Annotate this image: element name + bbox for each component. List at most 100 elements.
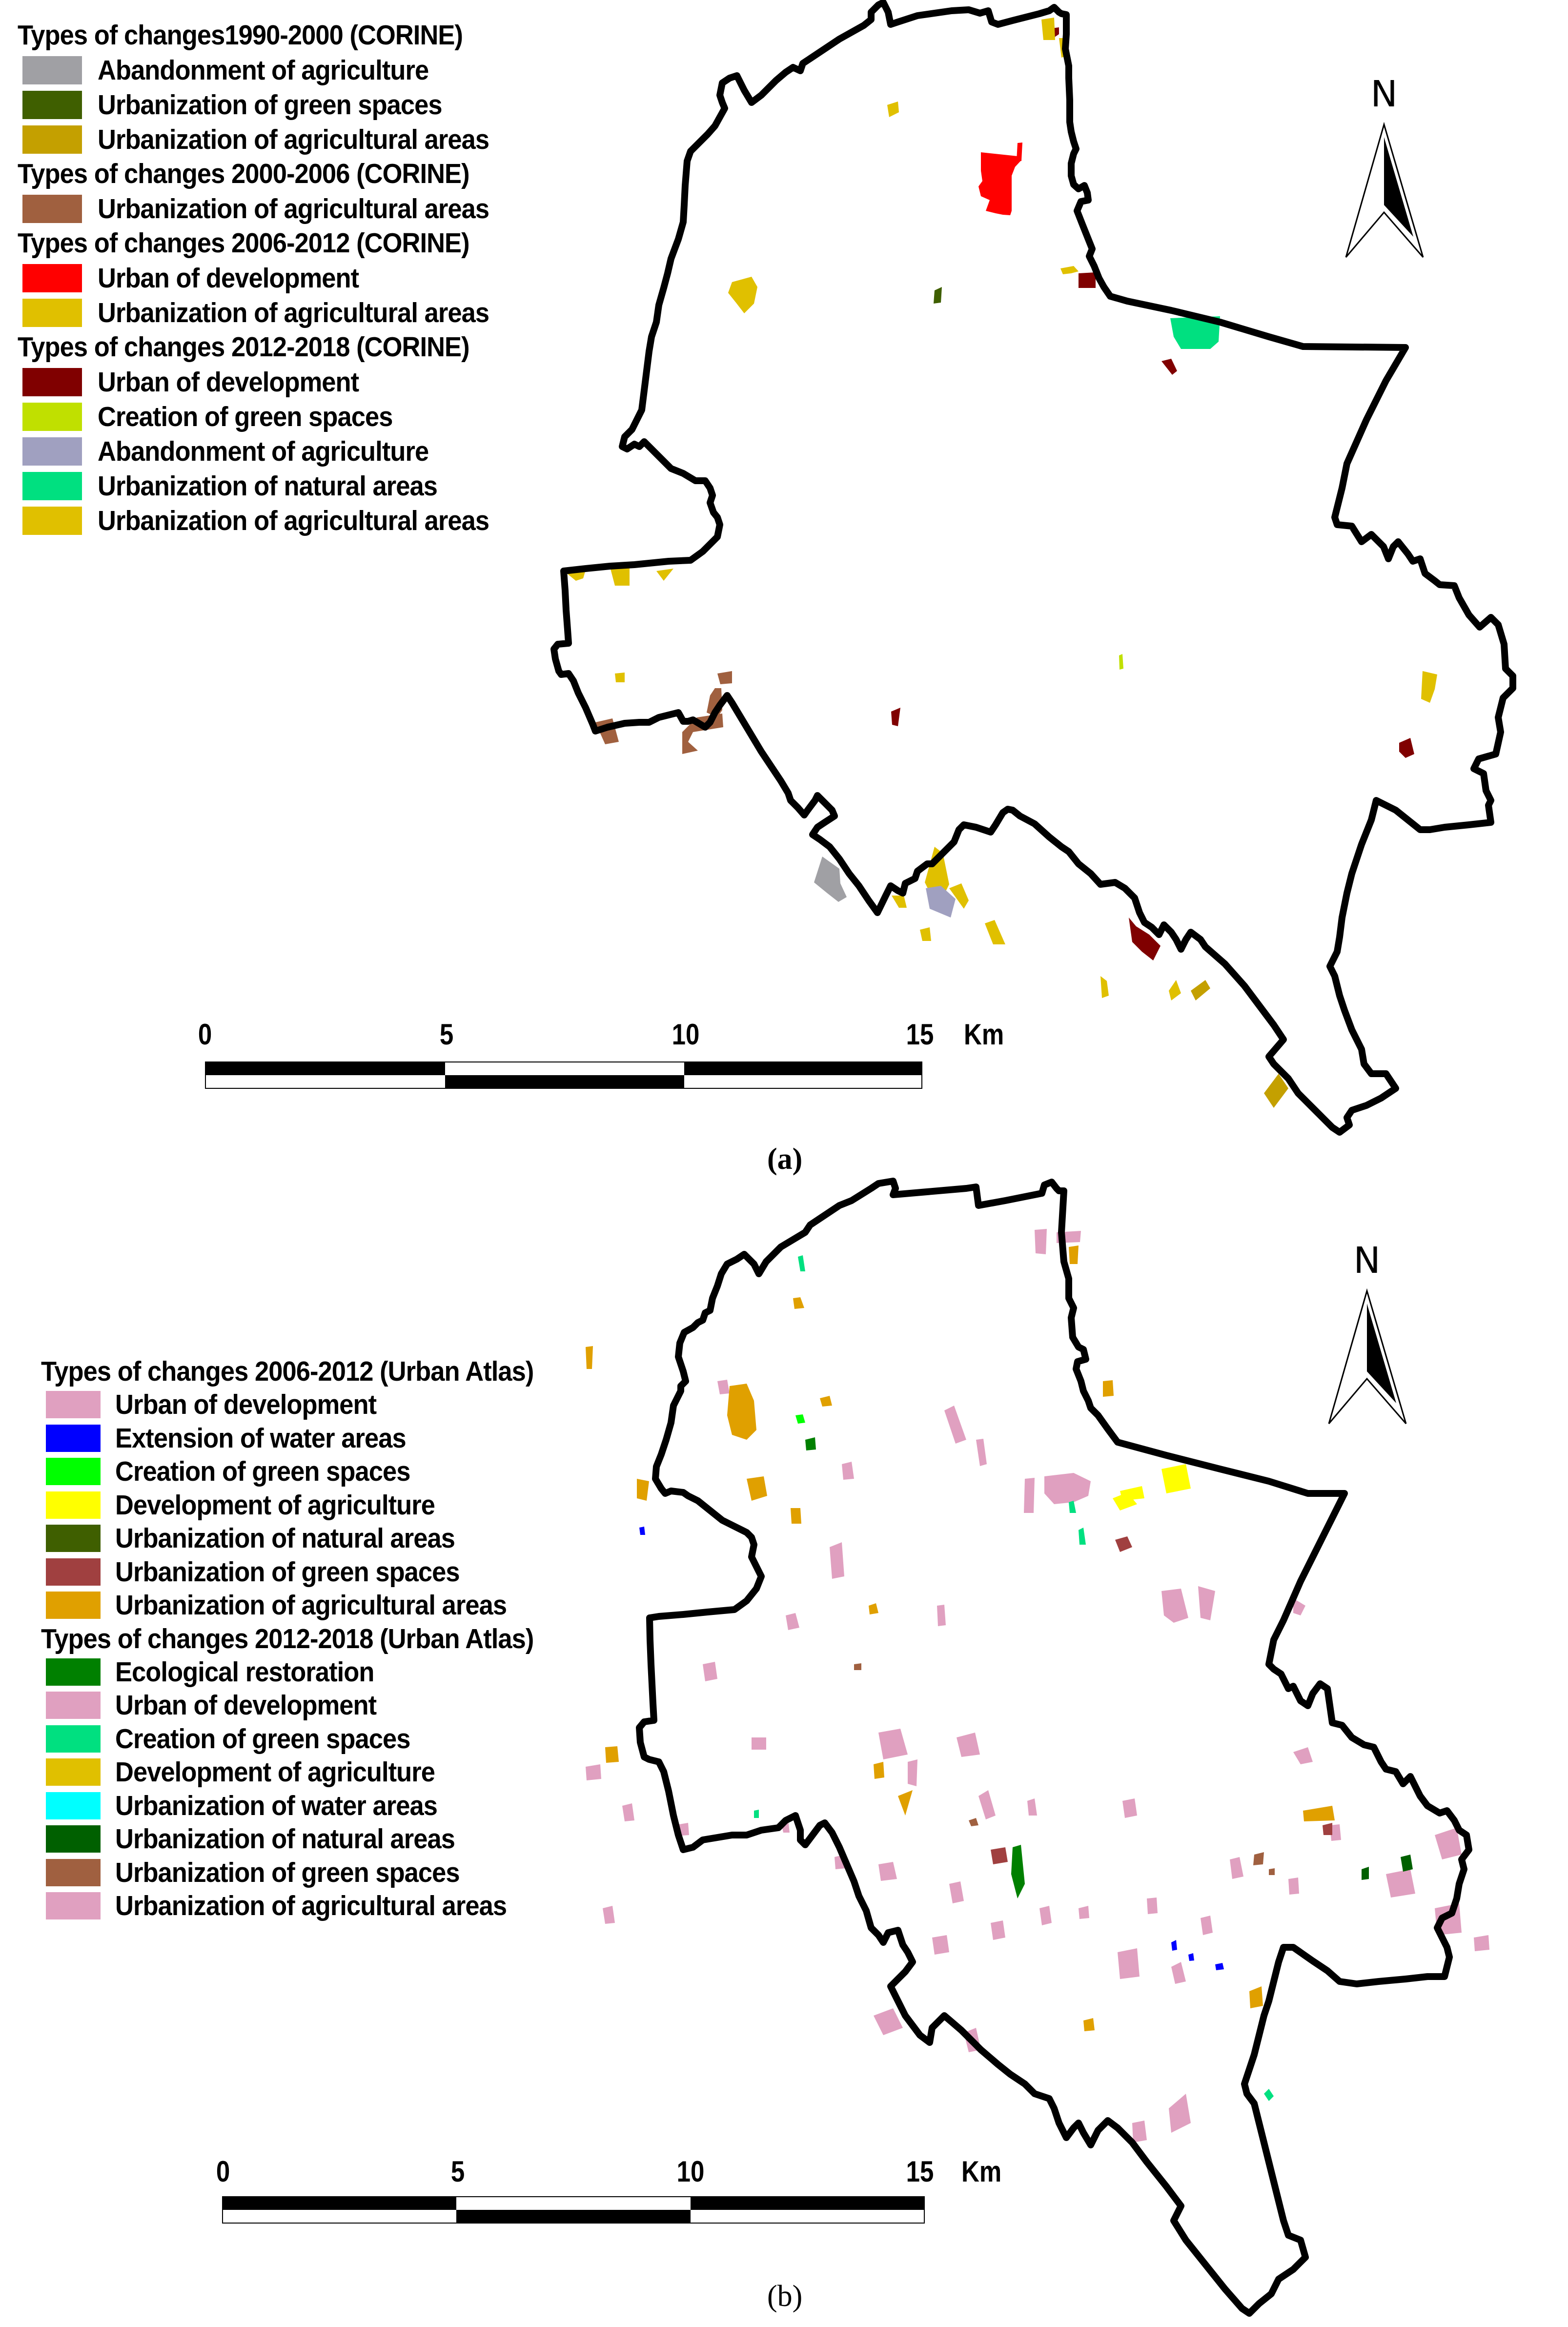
legend-a-group-2: Types of changes 2000-2006 (CORINE) Urba…: [18, 157, 523, 226]
map-b-boundary: [636, 1178, 1472, 2317]
legend-label: Abandonment of agriculture: [98, 54, 429, 86]
legend-swatch: [22, 367, 82, 396]
legend-swatch: [22, 264, 82, 292]
legend-item-urban-of-development: Urban of development: [18, 261, 523, 295]
legend-swatch: [46, 1592, 101, 1619]
legend-b-group-1: Types of changes 2006-2012 (Urban Atlas)…: [41, 1355, 576, 1622]
map-a-change-patches: [565, 18, 1437, 1108]
north-arrow-icon: [1345, 122, 1424, 258]
legend-label: Urbanization of natural areas: [115, 1523, 455, 1554]
legend-item-urban-of-development: Urban of development: [18, 365, 523, 399]
map-a-boundary: [550, 0, 1516, 1136]
legend-swatch: [46, 1424, 101, 1452]
scale-tick-15: 15: [906, 1018, 934, 1051]
legend-label: Development of agriculture: [115, 1756, 435, 1788]
legend-label: Abandonment of agriculture: [98, 435, 429, 467]
legend-group-title: Types of changes 2000-2006 (CORINE): [18, 158, 470, 189]
legend-label: Urban of development: [115, 1389, 377, 1421]
legend-label: Development of agriculture: [115, 1489, 435, 1521]
legend-item-urban-of-development: Urban of development: [41, 1689, 576, 1722]
legend-item-urbanization-of-natural-areas: Urbanization of natural areas: [41, 1822, 576, 1856]
legend-a-group-3: Types of changes 2006-2012 (CORINE) Urba…: [18, 226, 523, 330]
legend-swatch: [46, 1858, 101, 1886]
legend-swatch: [46, 1692, 101, 1719]
legend-item-extension-of-water-areas: Extension of water areas: [41, 1422, 576, 1455]
scale-tick-0: 0: [198, 1018, 212, 1051]
legend-item-creation-of-green-spaces: Creation of green spaces: [41, 1722, 576, 1756]
legend-a-group-4: Types of changes 2012-2018 (CORINE) Urba…: [18, 330, 523, 538]
legend-swatch: [46, 1391, 101, 1419]
legend-item-urbanization-of-water-areas: Urbanization of water areas: [41, 1789, 576, 1823]
legend-label: Urbanization of agricultural areas: [98, 123, 489, 155]
legend-item-urbanization-of-agricultural-areas: Urbanization of agricultural areas: [41, 1889, 576, 1923]
north-label: N: [1353, 1240, 1381, 1282]
legend-item-creation-of-green-spaces: Creation of green spaces: [18, 399, 523, 434]
scale-tick-15: 15: [906, 2155, 934, 2188]
legend-swatch: [46, 1658, 101, 1686]
legend-item-ecological-restoration: Ecological restoration: [41, 1655, 576, 1689]
legend-label: Creation of green spaces: [115, 1456, 410, 1488]
legend-swatch: [22, 437, 82, 466]
north-arrow-icon: [1328, 1288, 1407, 1424]
legend-label: Urbanization of agricultural areas: [98, 193, 489, 225]
scale-unit: Km: [964, 1018, 1004, 1051]
legend-item-urbanization-of-green-spaces: Urbanization of green spaces: [41, 1856, 576, 1890]
legend-label: Creation of green spaces: [98, 401, 393, 432]
legend-group-title: Types of changes 2006-2012 (Urban Atlas): [41, 1356, 534, 1387]
legend-swatch: [22, 298, 82, 327]
legend-item-abandonment-of-agriculture: Abandonment of agriculture: [18, 53, 523, 87]
legend-swatch: [22, 90, 82, 119]
map-a: [550, 0, 1516, 1136]
legend-label: Urbanization of natural areas: [115, 1823, 455, 1855]
scale-unit: Km: [961, 2155, 1002, 2188]
legend-swatch: [22, 471, 82, 500]
legend-swatch: [46, 1558, 101, 1586]
legend-label: Urbanization of water areas: [115, 1790, 438, 1821]
scale-tick-5: 5: [450, 2155, 465, 2188]
legend-label: Urbanization of agricultural areas: [98, 297, 489, 328]
legend-item-urbanization-of-agricultural-areas: Urbanization of agricultural areas: [18, 122, 523, 157]
legend-swatch: [46, 1892, 101, 1920]
legend-label: Urban of development: [98, 262, 359, 294]
legend-item-urbanization-of-agricultural-areas: Urbanization of agricultural areas: [18, 295, 523, 330]
legend-swatch: [22, 125, 82, 154]
legend-item-urbanization-of-green-spaces: Urbanization of green spaces: [18, 87, 523, 122]
legend-label: Urbanization of agricultural areas: [115, 1590, 507, 1621]
scale-tick-10: 10: [672, 1018, 700, 1051]
legend-b: Types of changes 2006-2012 (Urban Atlas)…: [41, 1355, 576, 1923]
legend-swatch: [46, 1491, 101, 1519]
map-b-change-patches: [586, 1229, 1489, 2143]
legend-item-urbanization-of-agricultural-areas: Urbanization of agricultural areas: [41, 1589, 576, 1622]
scale-bar-a: 0 5 10 15 Km: [198, 1018, 1032, 1091]
legend-label: Urbanization of green spaces: [115, 1556, 460, 1588]
scale-bar-b: 0 5 10 15 Km: [216, 2155, 1052, 2228]
legend-swatch: [46, 1758, 101, 1786]
legend-label: Urbanization of agricultural areas: [115, 1890, 507, 1922]
legend-label: Urbanization of green spaces: [115, 1857, 460, 1888]
north-label: N: [1370, 73, 1398, 115]
legend-swatch: [22, 194, 82, 223]
legend-item-urbanization-of-natural-areas: Urbanization of natural areas: [41, 1522, 576, 1555]
legend-label: Creation of green spaces: [115, 1723, 410, 1755]
legend-item-development-of-agriculture: Development of agriculture: [41, 1755, 576, 1789]
north-arrow-a: N: [1342, 73, 1425, 264]
legend-label: Urbanization of natural areas: [98, 470, 438, 502]
legend-label: Urban of development: [98, 366, 359, 398]
scale-bar-graphic: [205, 1061, 922, 1089]
legend-swatch: [22, 506, 82, 535]
legend-group-title: Types of changes 2012-2018 (Urban Atlas): [41, 1623, 534, 1654]
map-b: [586, 1178, 1489, 2317]
legend-item-abandonment-of-agriculture: Abandonment of agriculture: [18, 434, 523, 469]
legend-swatch: [22, 402, 82, 431]
legend-label: Ecological restoration: [115, 1656, 374, 1688]
legend-swatch: [46, 1792, 101, 1819]
legend-item-urbanization-of-natural-areas: Urbanization of natural areas: [18, 469, 523, 503]
legend-swatch: [46, 1825, 101, 1853]
scale-tick-0: 0: [216, 2155, 230, 2188]
legend-label: Urbanization of green spaces: [98, 89, 443, 121]
legend-item-urbanization-of-agricultural-areas: Urbanization of agricultural areas: [18, 503, 523, 538]
caption-b: (b): [767, 2280, 803, 2313]
legend-a-group-1: Types of changes1990-2000 (CORINE) Aband…: [18, 18, 523, 157]
north-arrow-b: N: [1325, 1240, 1408, 1430]
